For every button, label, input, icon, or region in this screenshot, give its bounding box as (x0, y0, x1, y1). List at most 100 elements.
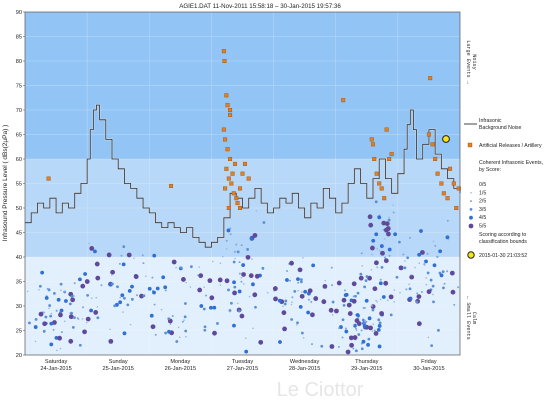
coherent-event (184, 329, 188, 333)
coherent-event (133, 257, 135, 260)
coherent-event (237, 309, 241, 313)
coherent-event (431, 284, 435, 288)
coherent-event (284, 299, 288, 303)
coherent-event (216, 322, 219, 325)
coherent-event (283, 302, 287, 306)
coherent-event (370, 268, 373, 271)
coherent-event (96, 316, 100, 320)
background-noise (25, 104, 462, 249)
legend-score-label: 2/5 (479, 199, 486, 205)
artificial-release-marker (451, 181, 456, 186)
coherent-event (426, 271, 430, 275)
coherent-event (171, 315, 174, 318)
coherent-event (352, 347, 355, 350)
coherent-event (164, 331, 168, 335)
coherent-event (222, 255, 224, 258)
coherent-event (355, 313, 360, 317)
coherent-event (70, 297, 76, 303)
coherent-event (310, 312, 315, 318)
coherent-event (171, 259, 177, 265)
coherent-event (126, 303, 130, 307)
coherent-event (118, 300, 123, 305)
legend-scoring-2: classification bounds (479, 239, 527, 245)
coherent-event (426, 289, 432, 295)
coherent-event (82, 329, 87, 335)
coherent-event (331, 300, 335, 304)
artificial-release-marker (233, 161, 238, 166)
coherent-event (386, 231, 391, 237)
coherent-event (285, 278, 289, 282)
coherent-event (419, 250, 425, 255)
coherent-event (59, 347, 62, 350)
artificial-release-marker (341, 98, 346, 103)
coherent-event (262, 221, 266, 224)
coherent-event (255, 210, 258, 212)
coherent-event (425, 283, 428, 286)
coherent-event (229, 233, 232, 236)
coherent-event (164, 289, 167, 292)
coherent-event (296, 277, 300, 282)
artificial-release-marker (226, 176, 231, 181)
legend-artificial-swatch (467, 142, 473, 148)
coherent-event (446, 219, 449, 222)
coherent-event (85, 321, 88, 324)
coherent-event (225, 239, 228, 242)
coherent-event (153, 303, 156, 306)
coherent-event (322, 283, 328, 289)
coherent-event (38, 288, 40, 291)
coherent-event (290, 318, 294, 321)
coherent-event (383, 237, 386, 240)
coherent-event (370, 245, 375, 251)
legend-coherent-label-2: by Score: (479, 167, 501, 173)
coherent-event (432, 263, 437, 268)
coherent-event (434, 244, 437, 247)
coherent-event (336, 280, 342, 286)
artificial-release-marker (229, 181, 234, 186)
coherent-event (49, 321, 54, 326)
coherent-event (282, 305, 284, 308)
coherent-event (83, 272, 87, 276)
coherent-event (154, 333, 157, 336)
coherent-event (427, 336, 430, 339)
coherent-event (151, 276, 154, 279)
coherent-event (337, 345, 340, 348)
current-event-marker (442, 135, 450, 143)
coherent-event (93, 310, 99, 315)
coherent-event (310, 300, 313, 303)
coherent-event (329, 344, 335, 349)
x-day-label: Sunday (109, 359, 128, 365)
coherent-event (233, 250, 236, 253)
coherent-event (49, 342, 54, 347)
coherent-event (377, 344, 382, 349)
legend-coherent-label-1: Coherent Infrasonic Events, (479, 160, 543, 166)
coherent-event (293, 289, 297, 293)
artificial-release-marker (384, 127, 389, 132)
coherent-event (417, 252, 422, 257)
coherent-event (240, 244, 243, 247)
coherent-event (212, 305, 217, 310)
coherent-event (209, 295, 215, 301)
artificial-release-marker (230, 171, 235, 176)
coherent-event (111, 282, 114, 286)
coherent-event (120, 293, 125, 298)
coherent-event (52, 320, 57, 325)
coherent-event (300, 331, 304, 335)
coherent-event (366, 342, 370, 347)
coherent-event (351, 298, 357, 304)
coherent-event (297, 289, 299, 292)
coherent-event (152, 253, 157, 258)
coherent-event (354, 294, 357, 298)
coherent-event (373, 260, 379, 266)
coherent-event (403, 266, 407, 270)
coherent-event (359, 272, 363, 276)
coherent-event (95, 275, 101, 281)
coherent-event (362, 324, 367, 328)
coherent-event (205, 294, 208, 297)
coherent-event (119, 296, 122, 299)
coherent-event (392, 211, 395, 214)
coherent-event (126, 252, 132, 258)
coherent-event (310, 343, 313, 346)
coherent-event (405, 288, 408, 291)
artificial-release-marker (238, 186, 243, 191)
coherent-event (266, 291, 269, 294)
